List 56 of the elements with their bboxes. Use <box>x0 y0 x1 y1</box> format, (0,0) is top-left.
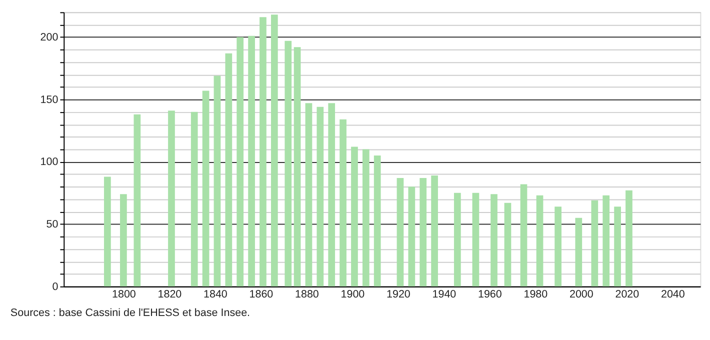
bar <box>260 17 266 286</box>
x-tick-label: 2000 <box>569 288 594 301</box>
bar <box>362 149 370 286</box>
x-tick-label: 1920 <box>386 288 410 301</box>
x-tick-label: 1940 <box>432 288 456 301</box>
bar <box>614 206 621 286</box>
bar <box>104 176 111 286</box>
bar <box>316 106 324 286</box>
bar <box>554 206 562 286</box>
x-tick-label: 1880 <box>294 288 319 301</box>
bar <box>472 192 480 286</box>
y-tick-label: 100 <box>40 156 58 168</box>
bar <box>536 195 544 286</box>
bar <box>575 218 582 286</box>
bar <box>408 186 416 286</box>
x-tick-label: 2020 <box>615 288 640 301</box>
y-tick-label: 0 <box>52 280 58 293</box>
bar <box>490 194 498 286</box>
x-tick-label: 1900 <box>340 288 365 301</box>
source-note: Sources : base Cassini de l'EHESS et base Insee. <box>10 306 250 319</box>
bar <box>190 112 198 286</box>
bar <box>214 76 221 286</box>
bar <box>134 114 141 286</box>
x-tick-label: 1840 <box>203 288 228 301</box>
bar <box>294 47 301 286</box>
bar <box>602 195 610 286</box>
bar <box>396 178 404 286</box>
y-tick-label: 50 <box>46 218 58 230</box>
x-tick-label: 1960 <box>478 288 502 301</box>
x-tick-label: 1980 <box>524 288 548 301</box>
bar <box>454 192 461 286</box>
bar <box>431 175 438 286</box>
bar <box>305 103 312 286</box>
bar <box>202 90 210 286</box>
bar <box>351 146 358 286</box>
x-tick-label: 2040 <box>660 288 685 301</box>
bar <box>591 200 598 286</box>
bar <box>520 184 528 286</box>
bar <box>248 36 255 286</box>
bar <box>168 110 175 286</box>
bar <box>626 190 632 286</box>
x-tick-label: 1860 <box>249 288 274 301</box>
bar <box>374 156 381 286</box>
bar <box>284 40 292 286</box>
bar <box>420 178 427 286</box>
bar <box>236 37 244 286</box>
y-tick-label: 150 <box>40 94 58 106</box>
bar <box>225 53 232 286</box>
x-tick-label: 1820 <box>158 288 182 301</box>
bar <box>270 14 278 286</box>
bar <box>340 119 346 286</box>
y-tick-label: 200 <box>40 32 58 44</box>
bar <box>504 202 512 286</box>
bar <box>120 194 127 286</box>
bar <box>328 103 336 286</box>
x-tick-label: 1800 <box>112 288 136 301</box>
